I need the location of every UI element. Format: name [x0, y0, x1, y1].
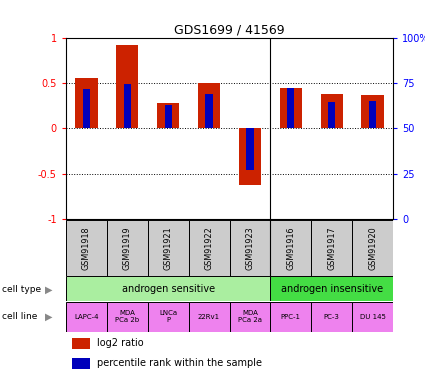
Bar — [320, 94, 343, 129]
Text: cell type: cell type — [2, 285, 41, 294]
Text: LNCa
P: LNCa P — [159, 310, 177, 323]
FancyBboxPatch shape — [270, 302, 311, 332]
Text: MDA
PCa 2a: MDA PCa 2a — [238, 310, 262, 323]
Text: 22Rv1: 22Rv1 — [198, 314, 220, 320]
Bar — [198, 83, 220, 129]
Bar — [205, 94, 212, 129]
FancyBboxPatch shape — [311, 302, 352, 332]
FancyBboxPatch shape — [270, 276, 393, 301]
FancyBboxPatch shape — [148, 302, 189, 332]
Title: GDS1699 / 41569: GDS1699 / 41569 — [174, 23, 285, 36]
Bar — [72, 338, 91, 349]
Text: cell line: cell line — [2, 312, 37, 321]
Bar — [83, 89, 90, 129]
Text: androgen insensitive: androgen insensitive — [280, 284, 383, 294]
Bar — [72, 358, 91, 369]
Text: DU 145: DU 145 — [360, 314, 385, 320]
Text: LAPC-4: LAPC-4 — [74, 314, 99, 320]
Text: MDA
PCa 2b: MDA PCa 2b — [115, 310, 139, 323]
Bar — [287, 88, 295, 129]
Bar — [116, 45, 139, 129]
Text: PPC-1: PPC-1 — [281, 314, 301, 320]
Text: GSM91923: GSM91923 — [246, 226, 255, 270]
Text: GSM91918: GSM91918 — [82, 226, 91, 270]
FancyBboxPatch shape — [66, 276, 270, 301]
FancyBboxPatch shape — [230, 302, 270, 332]
Bar — [75, 78, 98, 129]
Bar — [124, 84, 131, 129]
Text: androgen sensitive: androgen sensitive — [122, 284, 215, 294]
Text: GSM91919: GSM91919 — [123, 226, 132, 270]
FancyBboxPatch shape — [270, 220, 311, 276]
FancyBboxPatch shape — [352, 302, 393, 332]
Bar — [246, 129, 254, 170]
Bar — [369, 101, 376, 129]
Text: GSM91922: GSM91922 — [204, 226, 213, 270]
FancyBboxPatch shape — [66, 220, 107, 276]
FancyBboxPatch shape — [189, 220, 230, 276]
Text: ▶: ▶ — [45, 285, 52, 294]
FancyBboxPatch shape — [107, 220, 148, 276]
Text: GSM91921: GSM91921 — [164, 226, 173, 270]
Bar — [361, 95, 384, 129]
FancyBboxPatch shape — [107, 302, 148, 332]
FancyBboxPatch shape — [352, 220, 393, 276]
FancyBboxPatch shape — [230, 220, 270, 276]
Bar — [328, 102, 335, 129]
Text: GSM91916: GSM91916 — [286, 226, 295, 270]
FancyBboxPatch shape — [311, 220, 352, 276]
Text: GSM91917: GSM91917 — [327, 226, 336, 270]
Bar — [280, 87, 302, 129]
Text: ▶: ▶ — [45, 312, 52, 322]
Text: log2 ratio: log2 ratio — [97, 338, 144, 348]
Bar — [239, 129, 261, 185]
Text: PC-3: PC-3 — [324, 314, 340, 320]
Bar — [164, 105, 172, 129]
Text: percentile rank within the sample: percentile rank within the sample — [97, 358, 262, 368]
FancyBboxPatch shape — [189, 302, 230, 332]
FancyBboxPatch shape — [148, 220, 189, 276]
Text: GSM91920: GSM91920 — [368, 226, 377, 270]
FancyBboxPatch shape — [66, 302, 107, 332]
Bar — [157, 103, 179, 129]
